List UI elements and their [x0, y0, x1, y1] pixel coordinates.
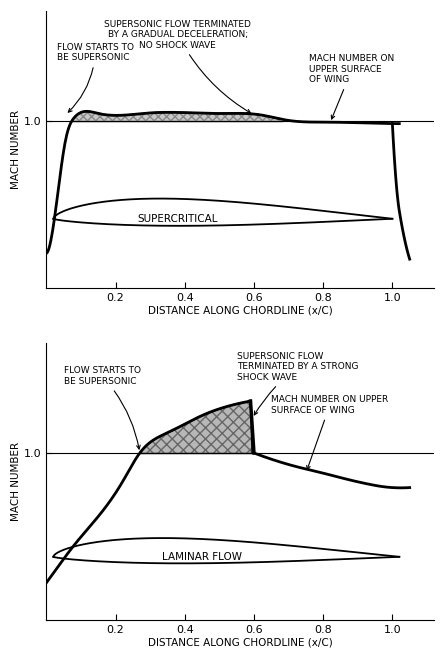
- Text: FLOW STARTS TO
BE SUPERSONIC: FLOW STARTS TO BE SUPERSONIC: [64, 366, 141, 449]
- Text: SUPERSONIC FLOW TERMINATED
BY A GRADUAL DECELERATION;
NO SHOCK WAVE: SUPERSONIC FLOW TERMINATED BY A GRADUAL …: [105, 20, 251, 113]
- X-axis label: DISTANCE ALONG CHORDLINE (x/C): DISTANCE ALONG CHORDLINE (x/C): [148, 306, 332, 316]
- X-axis label: DISTANCE ALONG CHORDLINE (x/C): DISTANCE ALONG CHORDLINE (x/C): [148, 638, 332, 648]
- Text: SUPERCRITICAL: SUPERCRITICAL: [138, 214, 218, 224]
- Text: FLOW STARTS TO
BE SUPERSONIC: FLOW STARTS TO BE SUPERSONIC: [57, 43, 134, 112]
- Y-axis label: MACH NUMBER: MACH NUMBER: [11, 442, 21, 521]
- Text: LAMINAR FLOW: LAMINAR FLOW: [162, 552, 242, 562]
- Polygon shape: [140, 401, 252, 453]
- Text: MACH NUMBER ON UPPER
SURFACE OF WING: MACH NUMBER ON UPPER SURFACE OF WING: [271, 395, 388, 469]
- Text: SUPERSONIC FLOW
TERMINATED BY A STRONG
SHOCK WAVE: SUPERSONIC FLOW TERMINATED BY A STRONG S…: [237, 352, 358, 415]
- Polygon shape: [72, 111, 282, 121]
- Text: MACH NUMBER ON
UPPER SURFACE
OF WING: MACH NUMBER ON UPPER SURFACE OF WING: [309, 55, 395, 119]
- Y-axis label: MACH NUMBER: MACH NUMBER: [11, 110, 21, 189]
